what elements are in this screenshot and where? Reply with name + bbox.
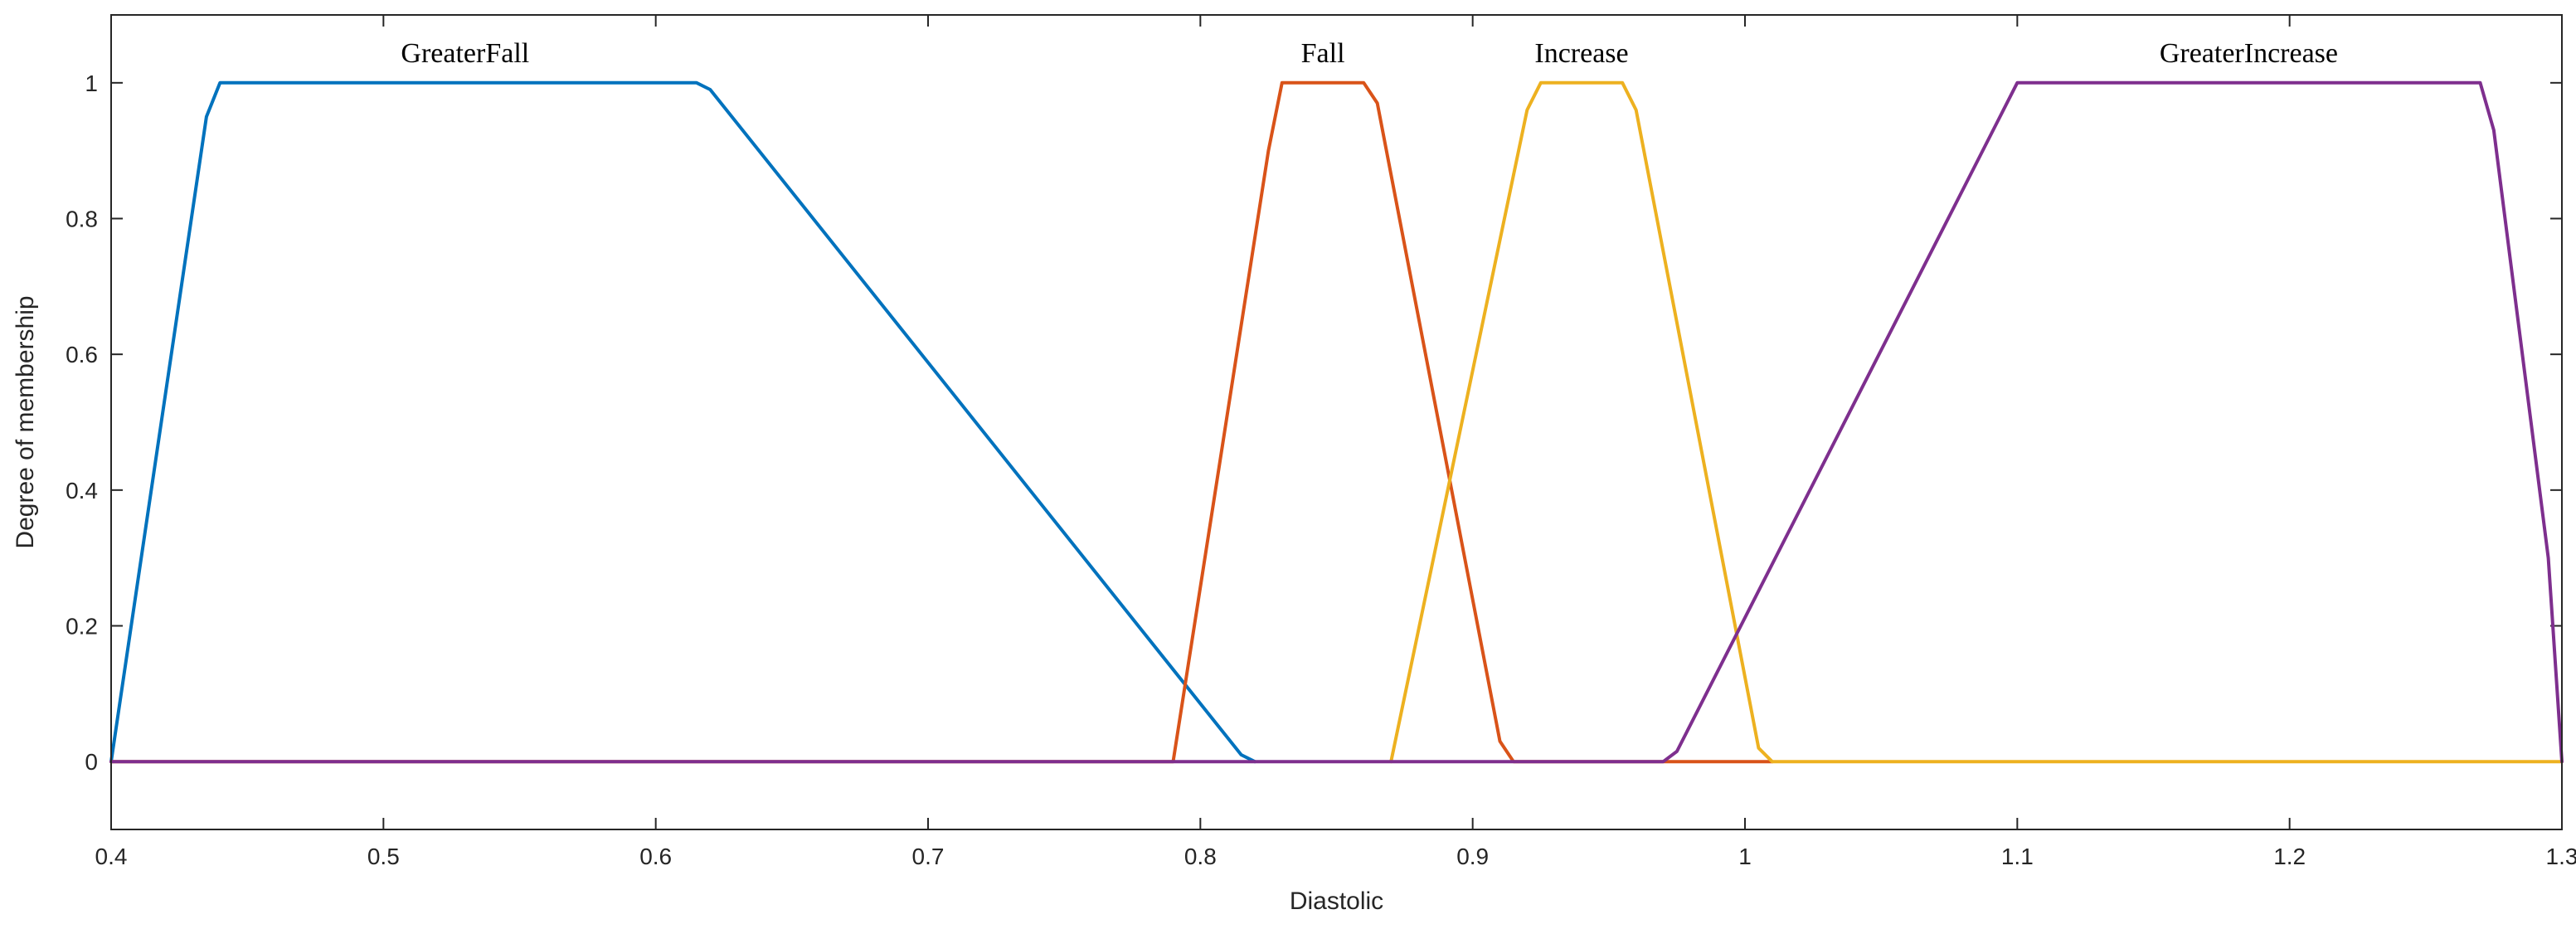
- plot-area: [111, 15, 2562, 829]
- y-tick-label: 0.2: [66, 614, 98, 640]
- y-tick-label: 0.4: [66, 478, 98, 503]
- y-tick-label: 0.6: [66, 342, 98, 367]
- x-tick-label: 0.5: [367, 844, 400, 869]
- x-axis-ticks: 0.4 0.5 0.6 0.7 0.8 0.9 1 1.1 1.2 1.3: [95, 15, 2576, 869]
- mf-label: Fall: [1301, 38, 1345, 69]
- x-tick-label: 1.2: [2273, 844, 2306, 869]
- x-tick-label: 0.4: [95, 844, 128, 869]
- plot-frame: [110, 14, 2563, 830]
- mf-label: GreaterFall: [401, 38, 529, 69]
- x-tick-label: 1: [1738, 844, 1752, 869]
- series-lines: [109, 80, 2564, 764]
- x-tick-label: 0.6: [639, 844, 672, 869]
- mf-label: GreaterIncrease: [2160, 38, 2338, 69]
- y-axis-label: Degree of membership: [12, 295, 39, 548]
- x-tick-label: 0.7: [912, 844, 945, 869]
- x-tick-label: 1.1: [2001, 844, 2034, 869]
- x-tick-label: 0.8: [1184, 844, 1217, 869]
- membership-labels: GreaterFall Fall Increase GreaterIncrease: [401, 38, 2338, 69]
- y-tick-label: 1: [85, 71, 98, 96]
- series-line-greaterfall: [109, 80, 1256, 764]
- series-line-greaterincrease: [109, 80, 2564, 764]
- x-axis-label: Diastolic: [1290, 888, 1383, 915]
- x-tick-label: 0.9: [1456, 844, 1489, 869]
- series-line-increase: [1389, 80, 2564, 764]
- y-axis-ticks: 0 0.2 0.4 0.6 0.8 1: [66, 71, 2562, 775]
- y-tick-label: 0: [85, 749, 98, 775]
- mf-label: Increase: [1534, 38, 1628, 69]
- x-tick-label: 1.3: [2546, 844, 2576, 869]
- series-line-fall: [109, 80, 1774, 764]
- y-tick-label: 0.8: [66, 207, 98, 232]
